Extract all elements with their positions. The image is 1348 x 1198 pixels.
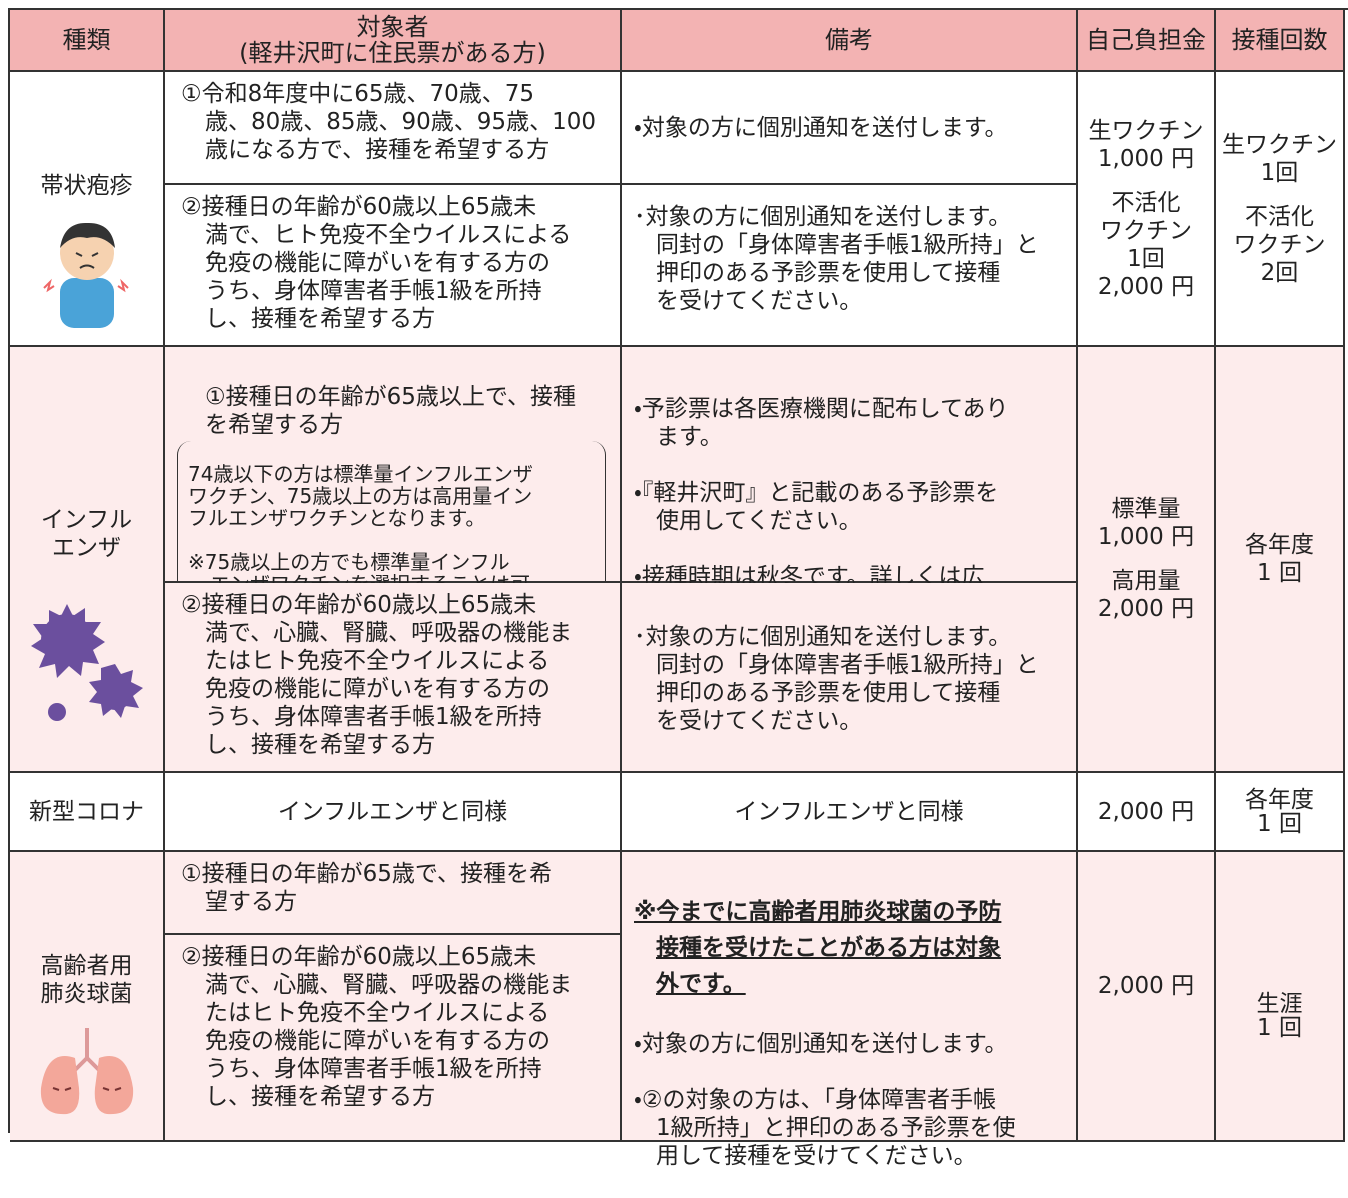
type-label: インフル エンザ bbox=[40, 507, 133, 561]
cost-cell: 2,000 円 bbox=[1078, 852, 1216, 1142]
type-cell: 帯状疱疹 bbox=[10, 72, 165, 347]
target-cell: ②接種日の年齢が60歳以上65歳未 満で、心臓、腎臓、呼吸器の機能ま たはヒト免… bbox=[165, 583, 622, 773]
note-cell: ・予診票は各医療機関に配布してあり ます。 ・『軽井沢町』と記載のある予診票を … bbox=[622, 347, 1078, 646]
type-cell: インフル エンザ bbox=[10, 347, 165, 773]
cost-cell: 2,000 円 bbox=[1078, 773, 1216, 852]
target: ①接種日の年齢が65歳以上で、接種 を希望する方 bbox=[205, 384, 576, 438]
header-cell: 種類 bbox=[10, 10, 165, 72]
header-cell: 自己負担金 bbox=[1078, 10, 1216, 72]
doses-cell: 生ワクチン 1回 不活化 ワクチン 2回 bbox=[1216, 72, 1345, 347]
cost-cell: 生ワクチン 1,000 円 不活化 ワクチン 1回 2,000 円 bbox=[1078, 72, 1216, 347]
page: 種類 対象者 (軽井沢町に住民票がある方) 備考 自己負担金 接種回数 帯状疱疹… bbox=[8, 8, 1348, 1169]
cost-cell: 標準量 1,000 円 高用量 2,000 円 bbox=[1078, 347, 1216, 773]
cost: 不活化 ワクチン 1回 2,000 円 bbox=[1097, 189, 1195, 300]
note: ･対象の方に個別通知を送付します。 同封の「身体障害者手帳1級所持」と 押印のあ… bbox=[634, 204, 1039, 314]
icon-virus bbox=[30, 604, 143, 721]
cost: 生ワクチン 1,000 円 bbox=[1088, 117, 1204, 172]
cost: 標準量 1,000 円 bbox=[1097, 496, 1195, 550]
cost: 高用量 2,000 円 bbox=[1097, 568, 1195, 622]
header-cell: 備考 bbox=[622, 10, 1078, 72]
note: ・対象の方に個別通知を送付します。 bbox=[634, 1031, 1008, 1057]
target-cell: インフルエンザと同様 bbox=[165, 773, 622, 852]
note-text: 74歳以下の方は標準量インフルエンザ ワクチン、75歳以上の方は高用量イン フル… bbox=[188, 462, 533, 530]
doses-cell: 各年度 1 回 bbox=[1216, 347, 1345, 773]
icon-person bbox=[42, 222, 129, 328]
note: ・予診票は各医療機関に配布してあり ます。 bbox=[634, 396, 1009, 450]
target-cell: ①令和8年度中に65歳、70歳、75 歳、80歳、85歳、90歳、95歳、100… bbox=[165, 72, 622, 185]
note: ・対象の方に個別通知を送付します。 bbox=[634, 115, 1008, 141]
doses: 生ワクチン 1回 bbox=[1222, 131, 1337, 186]
note-cell: ･対象の方に個別通知を送付します。 同封の「身体障害者手帳1級所持」と 押印のあ… bbox=[622, 185, 1078, 347]
note: ･対象の方に個別通知を送付します。 同封の「身体障害者手帳1級所持」と 押印のあ… bbox=[634, 624, 1039, 734]
note-cell: インフルエンザと同様 bbox=[622, 773, 1078, 852]
header-cell: 対象者 (軽井沢町に住民票がある方) bbox=[165, 10, 622, 72]
note-cell: ※今までに高齢者用肺炎球菌の予防 接種を受けたことがある方は対象 外です。 ・対… bbox=[622, 852, 1078, 1169]
note-cell: ･対象の方に個別通知を送付します。 同封の「身体障害者手帳1級所持」と 押印のあ… bbox=[622, 583, 1078, 773]
icon-lungs bbox=[40, 1028, 133, 1115]
note: ・『軽井沢町』と記載のある予診票を 使用してください。 bbox=[634, 480, 999, 534]
type-label: 帯状疱疹 bbox=[40, 173, 133, 199]
type-label: 高齢者用 肺炎球菌 bbox=[40, 953, 133, 1007]
target-cell: ②接種日の年齢が60歳以上65歳未 満で、ヒト免疫不全ウイルスによる 免疫の機能… bbox=[165, 185, 622, 347]
target-cell: ②接種日の年齢が60歳以上65歳未 満で、心臓、腎臓、呼吸器の機能ま たはヒト免… bbox=[165, 935, 622, 1142]
note-emphasis: ※今までに高齢者用肺炎球菌の予防 接種を受けたことがある方は対象 外です。 bbox=[634, 899, 1002, 997]
target-cell: ①接種日の年齢が65歳で、接種を希 望する方 bbox=[165, 852, 622, 935]
target-cell: ①接種日の年齢が65歳以上で、接種 を希望する方 74歳以下の方は標準量インフル… bbox=[165, 347, 622, 639]
table bbox=[8, 8, 1348, 1133]
type-cell: 新型コロナ bbox=[10, 773, 165, 852]
header-cell: 接種回数 bbox=[1216, 10, 1345, 72]
doses-cell: 生涯 1 回 bbox=[1216, 852, 1345, 1142]
doses-cell: 各年度 1 回 bbox=[1216, 773, 1345, 852]
type-cell: 高齢者用 肺炎球菌 bbox=[10, 852, 165, 1142]
note: ・②の対象の方は、「身体障害者手帳 1級所持」と押印のある予診票を使 用して接種… bbox=[634, 1087, 1016, 1169]
note-cell: ・対象の方に個別通知を送付します。 bbox=[622, 72, 1078, 185]
doses: 不活化 ワクチン 2回 bbox=[1233, 203, 1326, 286]
